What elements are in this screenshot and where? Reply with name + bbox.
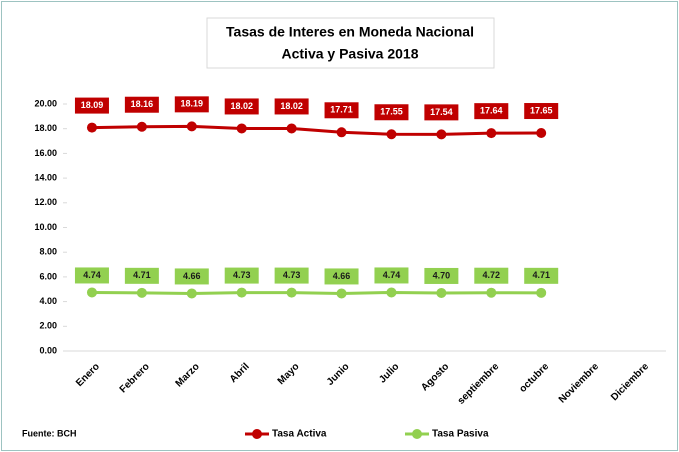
y-tick-label: 12.00	[34, 197, 57, 207]
y-tick-label: 10.00	[34, 222, 57, 232]
data-label: 4.74	[83, 270, 101, 280]
data-label-box	[174, 96, 209, 113]
data-label-box	[474, 103, 509, 120]
y-tick-label: 14.00	[34, 172, 57, 182]
series-line	[91, 290, 542, 295]
data-point	[486, 128, 497, 139]
data-label: 4.71	[532, 270, 550, 280]
data-point	[386, 129, 397, 140]
data-point	[236, 287, 247, 298]
data-point	[286, 287, 297, 298]
data-label-box	[224, 98, 259, 115]
data-point	[286, 123, 297, 134]
data-point	[136, 121, 147, 132]
data-label: 4.73	[283, 270, 301, 280]
y-tick-label: 16.00	[34, 148, 57, 158]
data-label-box	[224, 267, 259, 284]
series-line	[91, 124, 542, 136]
legend-marker	[412, 429, 422, 439]
data-label-box	[324, 268, 359, 285]
data-point	[486, 287, 497, 298]
data-label-box	[324, 102, 359, 119]
data-label: 18.19	[181, 99, 204, 109]
data-point	[436, 129, 447, 140]
data-label: 17.65	[530, 105, 553, 115]
legend-label: Tasa Pasiva	[432, 429, 489, 440]
data-point	[86, 287, 97, 298]
y-tick-label: 2.00	[39, 321, 57, 331]
data-label-box	[524, 103, 559, 120]
data-label: 4.71	[133, 270, 151, 280]
data-label: 18.16	[131, 99, 154, 109]
data-label: 18.09	[81, 100, 104, 110]
data-label: 4.73	[233, 270, 251, 280]
data-point	[186, 288, 197, 299]
chart-title: Tasas de Interes en Moneda Nacional	[226, 24, 474, 40]
data-label-box	[124, 96, 159, 113]
data-point	[236, 123, 247, 134]
data-label-box	[274, 267, 309, 284]
y-tick-label: 4.00	[39, 296, 57, 306]
data-label: 4.66	[333, 271, 351, 281]
legend-label: Tasa Activa	[272, 429, 327, 440]
data-point	[386, 287, 397, 298]
data-point	[536, 287, 547, 298]
data-label-box	[424, 104, 459, 121]
data-point	[436, 287, 447, 298]
data-label-box	[424, 267, 459, 284]
data-point	[536, 128, 547, 139]
data-label: 4.72	[483, 270, 501, 280]
data-point	[186, 121, 197, 132]
y-tick-label: 18.00	[34, 123, 57, 133]
data-label: 17.64	[480, 106, 503, 116]
data-point	[336, 127, 347, 138]
legend-marker	[252, 429, 262, 439]
y-tick-label: 8.00	[39, 247, 57, 257]
data-label: 4.70	[433, 270, 451, 280]
data-point	[336, 288, 347, 299]
data-point	[86, 122, 97, 133]
data-label-box	[524, 267, 559, 284]
title-box	[206, 17, 495, 69]
data-label: 17.54	[430, 107, 453, 117]
y-tick-label: 6.00	[39, 271, 57, 281]
data-label-box	[374, 104, 409, 121]
data-label: 17.55	[380, 107, 403, 117]
data-label: 18.02	[230, 101, 253, 111]
source-note: Fuente: BCH	[22, 428, 77, 438]
data-label: 18.02	[280, 101, 303, 111]
data-label: 4.66	[183, 271, 201, 281]
data-label-box	[74, 97, 109, 114]
data-label-box	[274, 98, 309, 115]
data-label-box	[474, 267, 509, 284]
data-label: 17.71	[330, 105, 353, 115]
data-label-box	[174, 268, 209, 285]
data-label-box	[74, 267, 109, 284]
y-tick-label: 0.00	[39, 345, 57, 355]
chart-subtitle: Activa y Pasiva 2018	[282, 46, 419, 62]
y-tick-label: 20.00	[34, 98, 57, 108]
data-label: 4.74	[383, 270, 401, 280]
data-label-box	[374, 267, 409, 284]
data-point	[136, 287, 147, 298]
data-label-box	[124, 267, 159, 284]
